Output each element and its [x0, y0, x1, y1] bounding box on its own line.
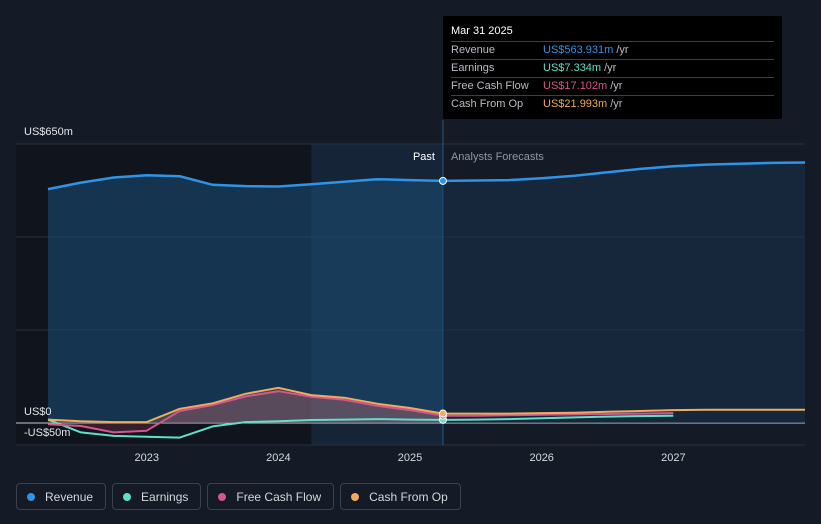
x-tick-label: 2024: [266, 452, 290, 464]
x-tick-label: 2023: [134, 452, 158, 464]
legend-dot-icon: [351, 492, 360, 501]
y-neg-label: -US$50m: [24, 427, 70, 439]
cash-from-op-point: [438, 409, 447, 418]
tooltip-label: Earnings: [451, 62, 495, 74]
legend-dot-icon: [123, 492, 132, 501]
tooltip-row-revenue: Revenue US$563.931m /yr: [451, 41, 774, 59]
legend-dot-icon: [27, 492, 35, 501]
tooltip-value: US$563.931m: [543, 44, 614, 56]
free-cash-flow-area: [48, 391, 443, 433]
legend-label: Cash From Op: [369, 489, 448, 504]
legend-dot-icon: [218, 492, 227, 501]
tooltip-value: US$7.334m: [543, 62, 602, 74]
y-zero-label: US$0: [24, 406, 52, 418]
legend-label: Revenue: [45, 489, 94, 504]
free-cash-flow-line: [47, 390, 674, 434]
tooltip-unit: /yr: [610, 80, 623, 92]
legend-label: Free Cash Flow: [236, 489, 322, 504]
data-tooltip: Mar 31 2025 Revenue US$563.931m /yr Earn…: [443, 16, 782, 119]
legend-item-revenue[interactable]: Revenue: [16, 483, 107, 510]
chart-legend: Revenue Earnings Free Cash Flow Cash Fro…: [16, 483, 461, 510]
x-tick-label: 2026: [529, 452, 553, 464]
legend-item-cash-from-op[interactable]: Cash From Op: [340, 483, 461, 510]
x-tick-label: 2025: [398, 452, 422, 464]
x-tick-label: 2027: [661, 452, 685, 464]
legend-label: Earnings: [141, 489, 189, 504]
forecast-label: Analysts Forecasts: [451, 151, 544, 163]
past-label: Past: [413, 151, 435, 163]
tooltip-unit: /yr: [610, 98, 623, 110]
tooltip-value: US$17.102m: [543, 80, 608, 92]
cash-from-op-line: [47, 386, 805, 424]
revenue-line: [47, 161, 806, 191]
tooltip-value: US$21.993m: [543, 98, 608, 110]
revenue-area-past: [48, 175, 443, 423]
tooltip-unit: /yr: [616, 44, 629, 56]
tooltip-unit: /yr: [604, 62, 617, 74]
tooltip-label: Free Cash Flow: [451, 80, 529, 92]
earnings-line: [47, 414, 674, 439]
tooltip-row-cash-from-op: Cash From Op US$21.993m /yr: [451, 95, 774, 113]
tooltip-row-earnings: Earnings US$7.334m /yr: [451, 59, 774, 77]
tooltip-date: Mar 31 2025: [451, 25, 513, 37]
legend-item-earnings[interactable]: Earnings: [112, 483, 202, 510]
legend-item-free-cash-flow[interactable]: Free Cash Flow: [207, 483, 335, 510]
cash-from-op-area: [48, 387, 443, 423]
y-top-label: US$650m: [24, 126, 73, 138]
tooltip-row-free-cash-flow: Free Cash Flow US$17.102m /yr: [451, 77, 774, 95]
tooltip-label: Cash From Op: [451, 98, 524, 110]
revenue-point: [438, 176, 447, 185]
tooltip-label: Revenue: [451, 44, 496, 56]
revenue-area-forecast: [442, 162, 805, 423]
